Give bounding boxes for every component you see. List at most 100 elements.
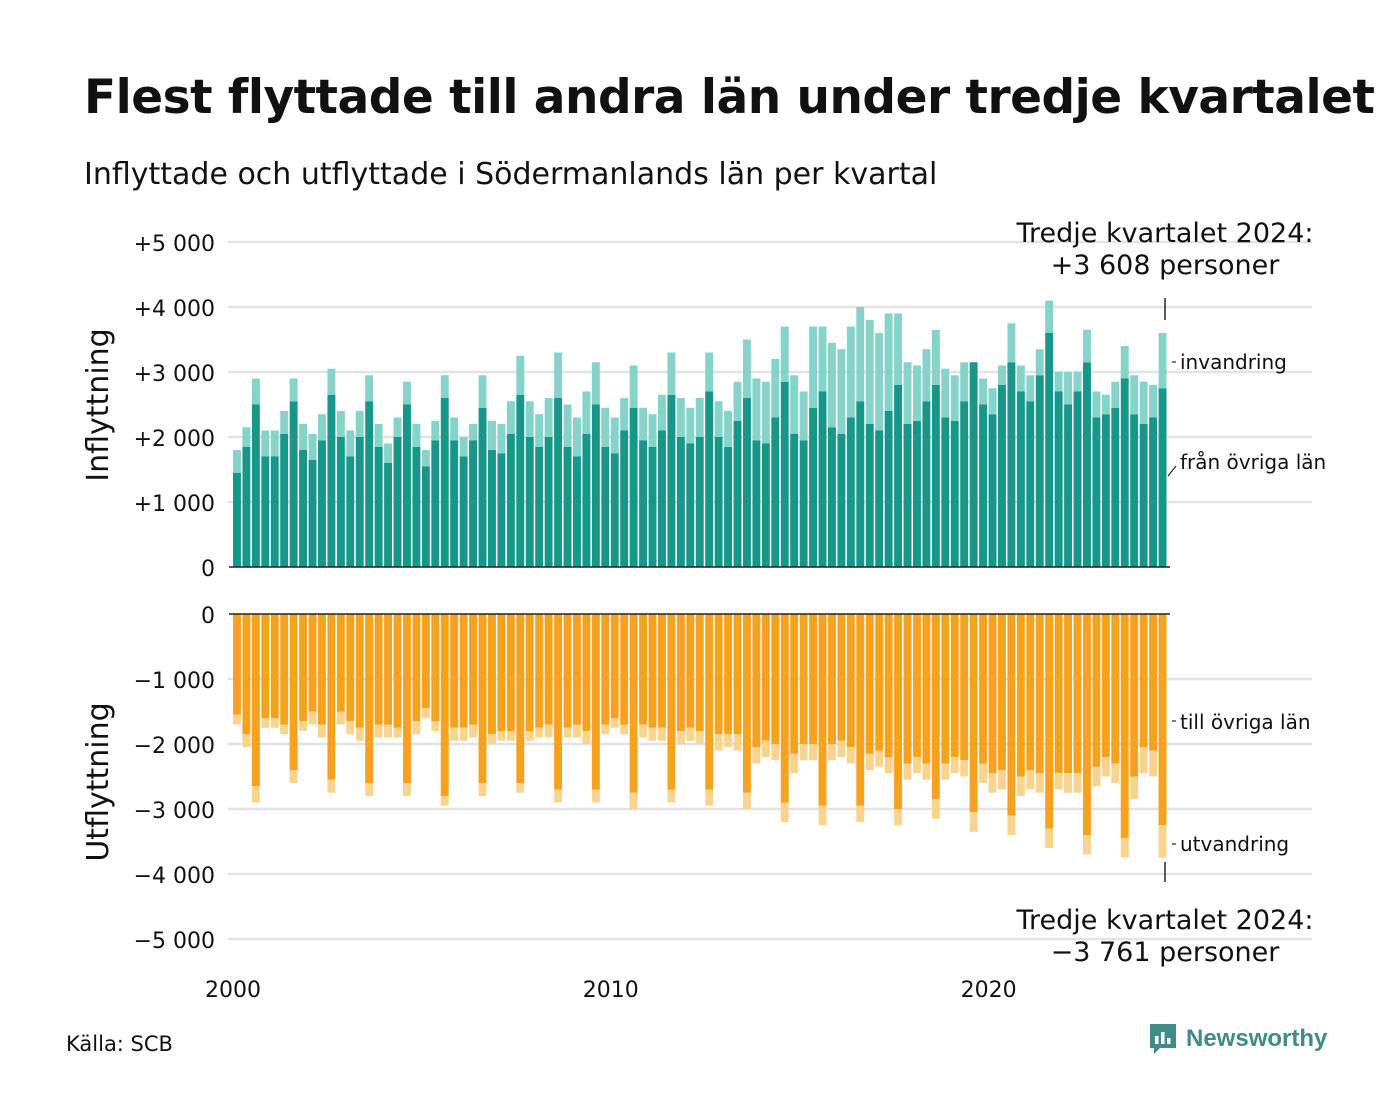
bar — [280, 724, 289, 735]
bar — [931, 329, 940, 385]
bar — [667, 614, 676, 790]
bar — [374, 424, 383, 447]
bar — [894, 614, 903, 809]
brand-logo[interactable]: Newsworthy — [1148, 1022, 1327, 1056]
y-tick-label: 0 — [201, 604, 215, 629]
bar — [676, 731, 685, 744]
bar — [591, 404, 600, 567]
bar — [318, 440, 326, 567]
bar — [771, 417, 780, 567]
bar — [261, 614, 270, 718]
bar — [384, 443, 393, 463]
bar — [497, 424, 506, 454]
bar — [865, 320, 874, 424]
bar — [365, 783, 374, 796]
bar — [1149, 750, 1158, 777]
bar — [743, 792, 751, 809]
bar — [346, 721, 355, 735]
bar — [242, 446, 251, 567]
y-tick-label: −5 000 — [134, 929, 215, 954]
bar — [969, 614, 978, 813]
bar — [544, 437, 553, 567]
bar — [506, 401, 515, 434]
bar — [1101, 757, 1110, 777]
bar — [601, 407, 610, 447]
bar — [544, 614, 553, 725]
bar — [1111, 763, 1120, 783]
bar — [336, 411, 345, 437]
bar — [459, 456, 468, 567]
leader-line — [1167, 465, 1177, 477]
bar — [591, 789, 600, 803]
bar — [714, 401, 723, 437]
grid-lines — [228, 240, 1312, 941]
bar — [346, 456, 355, 567]
chart-title: Flest flyttade till andra län under tred… — [84, 70, 1375, 125]
bar — [903, 362, 912, 424]
bar — [743, 614, 751, 793]
bar — [421, 450, 430, 467]
bar — [1064, 614, 1073, 774]
bar — [384, 463, 393, 567]
bar — [478, 375, 487, 408]
bar — [780, 326, 789, 382]
bar — [799, 391, 808, 441]
bar — [1007, 614, 1016, 816]
bar — [979, 378, 988, 405]
bar — [950, 614, 959, 757]
bar — [450, 440, 459, 567]
bar — [233, 614, 241, 715]
bar — [639, 614, 648, 725]
bar — [365, 401, 374, 567]
bar — [242, 734, 251, 748]
bar — [1073, 372, 1082, 392]
annotation-text: −3 761 personer — [1051, 937, 1281, 968]
bar — [1035, 375, 1044, 567]
bar — [667, 394, 676, 567]
bar — [809, 407, 818, 567]
bar — [1158, 825, 1167, 858]
y-tick-label: −2 000 — [134, 734, 215, 759]
bar — [950, 375, 959, 421]
bar — [894, 313, 903, 385]
bar — [1139, 424, 1148, 567]
bar — [346, 614, 355, 722]
bar — [724, 734, 733, 748]
bar — [327, 779, 336, 793]
bars — [233, 300, 1167, 858]
bar — [790, 433, 799, 567]
bar — [629, 792, 638, 809]
bar — [610, 453, 619, 567]
bar — [459, 727, 468, 741]
legend-label: invandring — [1180, 350, 1287, 374]
bar — [1026, 401, 1035, 567]
legend-label: till övriga län — [1180, 710, 1311, 734]
annotation-text: Tredje kvartalet 2024: — [1016, 218, 1314, 249]
bar — [403, 381, 411, 405]
bar — [280, 411, 289, 434]
bar — [931, 614, 940, 800]
bar — [828, 744, 836, 761]
bar — [506, 731, 515, 741]
bar — [573, 456, 581, 567]
bar — [856, 401, 865, 567]
bar — [440, 614, 449, 796]
bar — [1149, 385, 1158, 418]
bar — [478, 614, 487, 783]
bar — [686, 407, 695, 444]
bar — [582, 433, 591, 567]
bar — [421, 466, 430, 567]
bar — [601, 614, 610, 725]
bar — [412, 424, 421, 447]
bar — [771, 744, 780, 761]
bar — [355, 727, 364, 741]
y-tick-label: −1 000 — [134, 669, 215, 694]
bar — [743, 339, 751, 398]
bar — [780, 381, 789, 567]
bar — [828, 427, 836, 567]
bar — [573, 614, 581, 725]
bar — [563, 404, 572, 447]
bar — [308, 459, 317, 567]
bar — [318, 614, 326, 725]
bar — [1111, 407, 1120, 567]
